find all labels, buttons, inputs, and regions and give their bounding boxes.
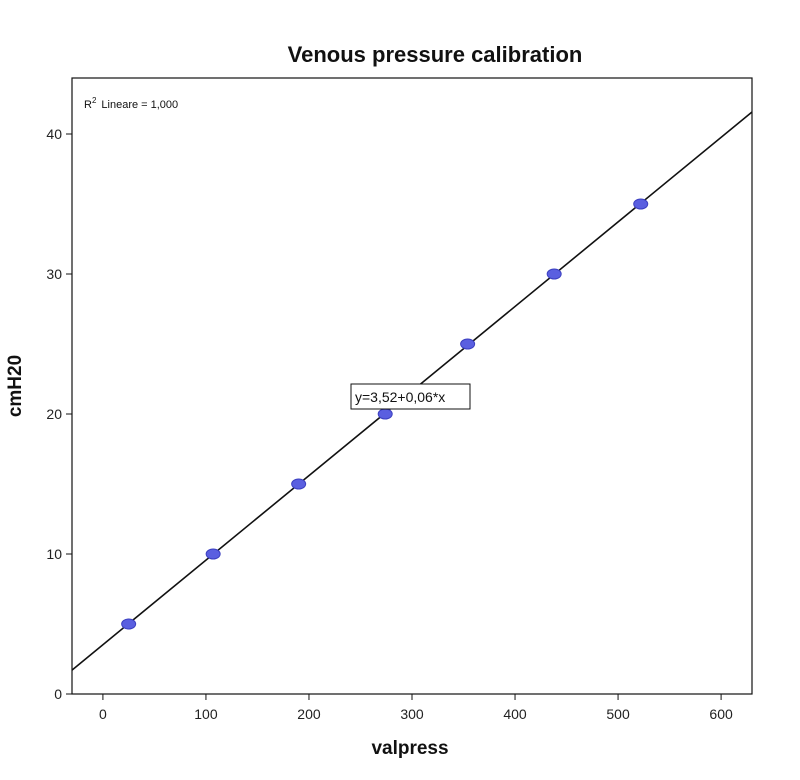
x-tick-label: 200: [297, 706, 321, 722]
x-tick-label: 100: [194, 706, 218, 722]
r2-label: R2 Lineare = 1,000: [84, 96, 178, 111]
data-point: [460, 338, 476, 350]
data-point: [121, 618, 137, 630]
y-tick-label: 40: [46, 126, 62, 142]
y-tick-label: 20: [46, 406, 62, 422]
equation-box: [350, 383, 471, 410]
r2-label-r: R: [84, 99, 92, 111]
data-point: [205, 548, 221, 560]
data-points: [121, 198, 649, 630]
y-tick-label: 10: [46, 546, 62, 562]
y-tick-label: 0: [54, 686, 62, 702]
y-axis-label: cmH20: [5, 355, 26, 417]
data-point: [546, 268, 562, 280]
data-point: [291, 478, 307, 490]
r2-label-superscript: 2: [92, 96, 97, 105]
chart-title: Venous pressure calibration: [288, 42, 583, 67]
x-tick-label: 0: [99, 706, 107, 722]
x-tick-label: 400: [503, 706, 527, 722]
x-axis-label: valpress: [371, 738, 448, 759]
x-axis: 0 100 200 300 400 500 600: [99, 694, 733, 722]
y-tick-label: 30: [46, 266, 62, 282]
r2-label-text: Lineare = 1,000: [101, 99, 178, 111]
data-point: [377, 408, 393, 420]
x-tick-label: 500: [606, 706, 630, 722]
equation-annotation: y=3,52+0,06*x: [350, 383, 471, 410]
x-tick-label: 600: [709, 706, 733, 722]
x-tick-label: 300: [400, 706, 424, 722]
data-point: [633, 198, 649, 210]
r2-annotation: R2 Lineare = 1,000: [84, 96, 178, 111]
equation-label: y=3,52+0,06*x: [355, 389, 445, 405]
y-axis: 0 10 20 30 40: [46, 126, 72, 702]
